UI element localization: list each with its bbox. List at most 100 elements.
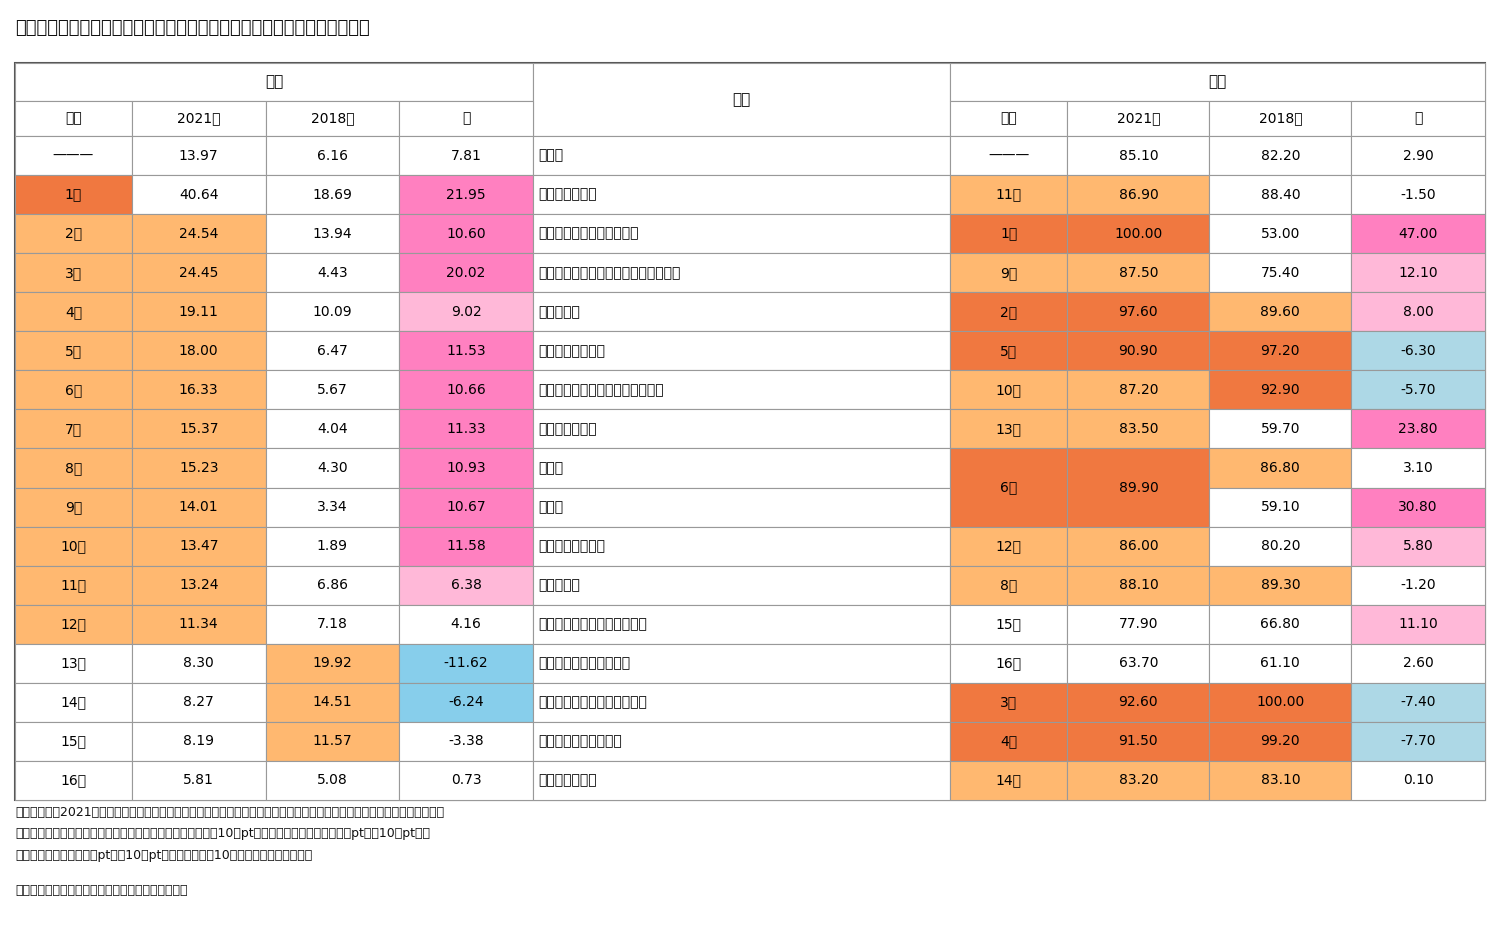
Text: 13位: 13位 — [60, 656, 87, 670]
Text: 0.73: 0.73 — [450, 774, 482, 788]
Bar — [532, 63, 951, 136]
Text: 4.16: 4.16 — [450, 617, 482, 631]
Text: 77.90: 77.90 — [1119, 617, 1158, 631]
Bar — [1209, 487, 1352, 526]
Text: 7位: 7位 — [64, 422, 82, 436]
Text: -7.40: -7.40 — [1401, 695, 1435, 709]
Text: 電気・ガス・熱供給・水道業: 電気・ガス・熱供給・水道業 — [538, 695, 646, 709]
Text: 92.90: 92.90 — [1260, 383, 1300, 397]
Text: 4.43: 4.43 — [316, 265, 348, 280]
Bar — [266, 721, 399, 761]
Bar — [1068, 292, 1209, 331]
Text: 92.60: 92.60 — [1119, 695, 1158, 709]
Bar — [399, 101, 532, 136]
Bar — [15, 448, 132, 487]
Text: 82.20: 82.20 — [1260, 149, 1300, 162]
Bar — [1352, 721, 1485, 761]
Bar — [532, 136, 951, 175]
Text: 8位: 8位 — [64, 461, 82, 475]
Text: 10位: 10位 — [60, 539, 87, 553]
Text: -6.24: -6.24 — [448, 695, 484, 709]
Text: 10位: 10位 — [996, 383, 1022, 397]
Text: 8.00: 8.00 — [1402, 304, 1434, 319]
Bar — [132, 721, 266, 761]
Text: 100.00: 100.00 — [1256, 695, 1305, 709]
Bar — [266, 371, 399, 410]
Bar — [532, 253, 951, 292]
Bar — [132, 331, 266, 371]
Text: 7.18: 7.18 — [316, 617, 348, 631]
Bar — [15, 136, 132, 175]
Text: 不動産業，物品賃貸業: 不動産業，物品賃貸業 — [538, 735, 621, 748]
Text: -6.30: -6.30 — [1401, 344, 1435, 357]
Bar — [132, 448, 266, 487]
Text: 9位: 9位 — [1000, 265, 1017, 280]
Text: 40.64: 40.64 — [178, 188, 219, 202]
Text: 18.69: 18.69 — [312, 188, 352, 202]
Text: 6位: 6位 — [1000, 481, 1017, 495]
Text: 15.37: 15.37 — [178, 422, 219, 436]
Bar — [951, 63, 1485, 101]
Text: 14位: 14位 — [60, 695, 87, 709]
Text: 4位: 4位 — [1000, 735, 1017, 748]
Text: 3.10: 3.10 — [1402, 461, 1434, 475]
Text: 5.67: 5.67 — [316, 383, 348, 397]
Text: 建設業: 建設業 — [538, 500, 562, 514]
Text: 3位: 3位 — [64, 265, 82, 280]
Bar — [1068, 331, 1209, 371]
Text: 2位: 2位 — [64, 227, 82, 241]
Text: 10.09: 10.09 — [312, 304, 352, 319]
Bar — [15, 175, 132, 214]
Bar — [399, 371, 532, 410]
Text: 11.33: 11.33 — [446, 422, 486, 436]
Bar — [399, 331, 532, 371]
Bar — [1209, 761, 1352, 800]
Bar — [532, 605, 951, 644]
Text: 金融業，保険業: 金融業，保険業 — [538, 188, 597, 202]
Text: 89.60: 89.60 — [1260, 304, 1300, 319]
Text: 11.53: 11.53 — [446, 344, 486, 357]
Bar — [266, 331, 399, 371]
Bar — [399, 761, 532, 800]
Text: 8位: 8位 — [1000, 578, 1017, 592]
Bar — [1209, 101, 1352, 136]
Text: 2.60: 2.60 — [1402, 656, 1434, 670]
Bar — [532, 644, 951, 683]
Bar — [1068, 644, 1209, 683]
Text: 6位: 6位 — [64, 383, 82, 397]
Bar — [951, 136, 1068, 175]
Bar — [15, 566, 132, 605]
Bar — [532, 566, 951, 605]
Text: 97.20: 97.20 — [1260, 344, 1300, 357]
Bar — [951, 292, 1068, 331]
Text: 47.00: 47.00 — [1398, 227, 1438, 241]
Text: -1.20: -1.20 — [1401, 578, 1435, 592]
Bar — [1068, 526, 1209, 566]
Bar — [532, 371, 951, 410]
Bar — [1068, 721, 1209, 761]
Text: 10.93: 10.93 — [446, 461, 486, 475]
Bar — [266, 448, 399, 487]
Text: 89.90: 89.90 — [1119, 481, 1158, 495]
Bar — [266, 175, 399, 214]
Bar — [951, 605, 1068, 644]
Text: 30.80: 30.80 — [1398, 500, 1438, 514]
Text: -3.38: -3.38 — [448, 735, 484, 748]
Text: 8.27: 8.27 — [183, 695, 214, 709]
Text: 卸売業，小売業: 卸売業，小売業 — [538, 774, 597, 788]
Bar — [1209, 721, 1352, 761]
Text: 6.38: 6.38 — [450, 578, 482, 592]
Bar — [1209, 371, 1352, 410]
Bar — [1068, 175, 1209, 214]
Bar — [1209, 448, 1352, 487]
Text: 16位: 16位 — [60, 774, 87, 788]
Bar — [266, 410, 399, 448]
Text: 3位: 3位 — [1000, 695, 1017, 709]
Text: 83.10: 83.10 — [1260, 774, 1300, 788]
Text: 0.10: 0.10 — [1402, 774, 1434, 788]
Bar — [1068, 101, 1209, 136]
Text: 23.80: 23.80 — [1398, 422, 1438, 436]
Text: サービス業（他に分類されないもの）: サービス業（他に分類されないもの） — [538, 265, 680, 280]
Text: -1.50: -1.50 — [1401, 188, 1435, 202]
Text: 83.50: 83.50 — [1119, 422, 1158, 436]
